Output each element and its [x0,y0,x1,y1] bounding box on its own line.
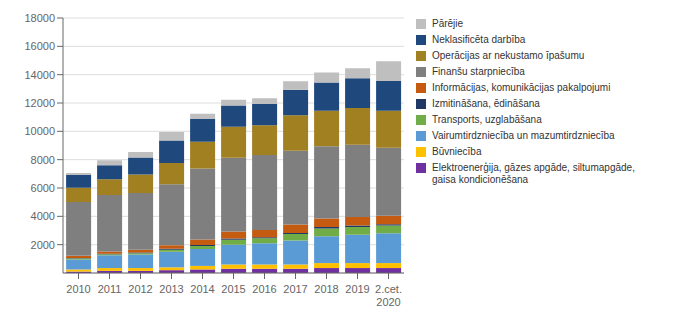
svg-text:18000: 18000 [24,12,55,24]
html-text:Finanšu starpniecība: Finanšu starpniecība [432,66,525,77]
svg-text:2017: 2017 [283,283,307,295]
svg-text:2000: 2000 [31,239,55,251]
html-text:Vairumtirdzniecība un mazumtir: Vairumtirdzniecība un mazumtirdzniecība [432,130,615,141]
html-text:Izmitināšana, ēdināšana: Izmitināšana, ēdināšana [432,98,540,109]
svg-text:2016: 2016 [252,283,276,295]
svg-text:4000: 4000 [31,210,55,222]
html-text:Pārējie: Pārējie [432,18,464,29]
svg-text:2012: 2012 [128,283,152,295]
svg-text:16000: 16000 [24,40,55,52]
svg-text:2018: 2018 [314,283,338,295]
svg-text:2010: 2010 [66,283,90,295]
svg-text:8000: 8000 [31,154,55,166]
svg-text:2019: 2019 [345,283,369,295]
svg-text:12000: 12000 [24,97,55,109]
svg-text:14000: 14000 [24,69,55,81]
svg-text:10000: 10000 [24,125,55,137]
svg-text:2.cet.2020: 2.cet.2020 [375,283,402,308]
svg-text:6000: 6000 [31,182,55,194]
html-text:Neklasificēta darbība: Neklasificēta darbība [432,34,526,45]
html-text:Elektroenerģija, gāzes apgāde,: Elektroenerģija, gāzes apgāde, siltumapg… [432,162,635,185]
svg-text:2013: 2013 [159,283,183,295]
html-text:Operācijas ar nekustamo īpašum: Operācijas ar nekustamo īpašumu [432,50,585,61]
html-text:Informācijas, komunikācijas pa: Informācijas, komunikācijas pakalpojumi [432,82,611,93]
html-text:Būvniecība: Būvniecība [432,146,482,157]
svg-text:2015: 2015 [221,283,245,295]
svg-text:2014: 2014 [190,283,214,295]
svg-text:2011: 2011 [98,283,122,295]
html-text:Transports, uzglabāšana: Transports, uzglabāšana [432,114,542,125]
